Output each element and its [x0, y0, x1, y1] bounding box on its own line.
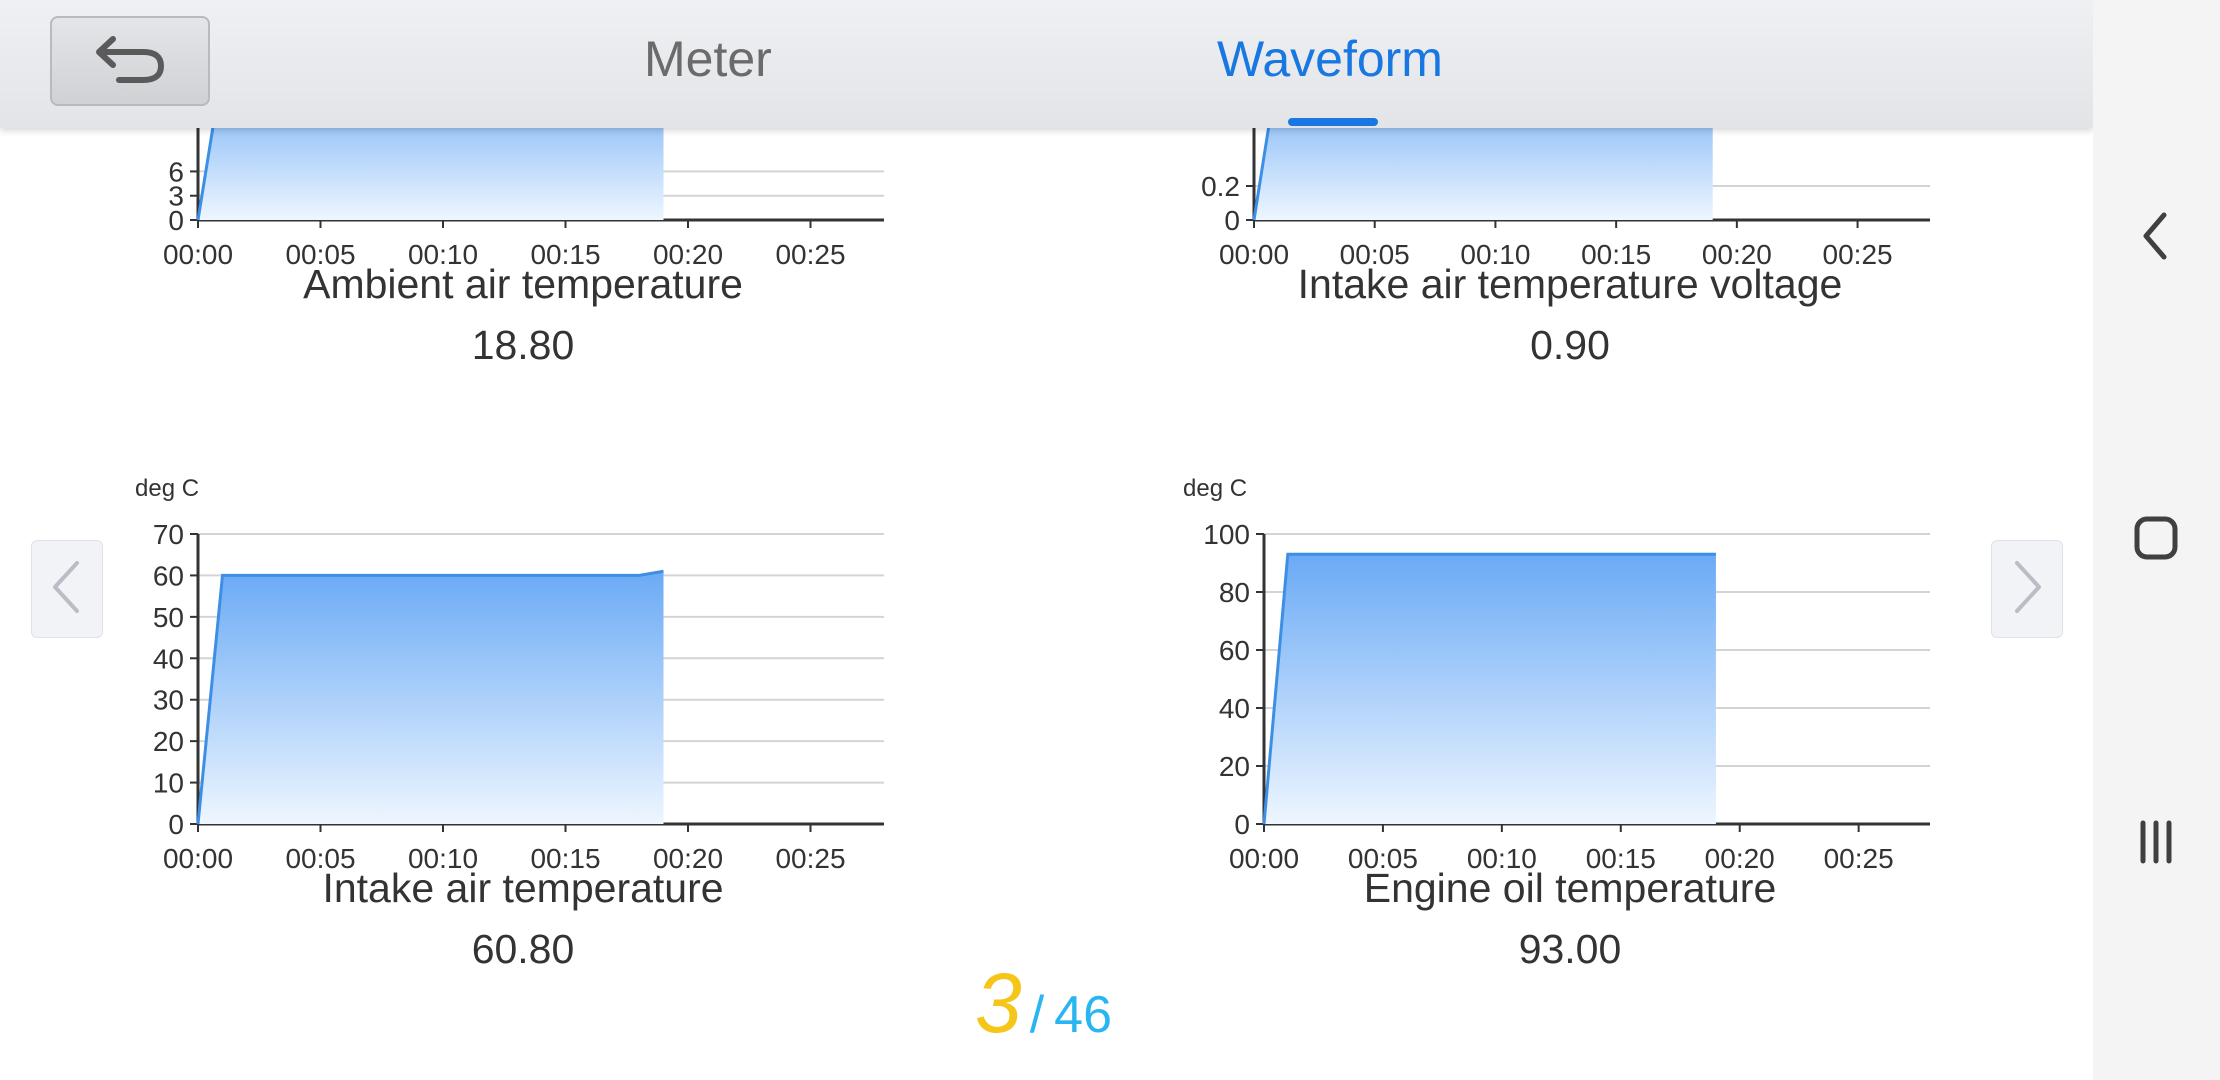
x-tick-label: 00:20: [1705, 843, 1775, 874]
x-tick-label: 00:25: [775, 843, 845, 874]
tab-meter[interactable]: Meter: [644, 31, 772, 87]
total-page-count: 46: [1054, 986, 1113, 1044]
x-tick-label: 00:20: [1702, 239, 1772, 270]
app-screen: 0 3 6 00:00 00:05 00:10 00:15 00:20 00:25 0 0.2 00:…: [0, 0, 2093, 1052]
chart-title: Intake air temperature voltage: [1297, 261, 1843, 307]
x-tick-label: 00:20: [653, 239, 723, 270]
x-tick-label: 00:05: [1340, 239, 1410, 270]
active-tab-indicator: [1288, 118, 1378, 126]
y-tick-label: 50: [153, 602, 184, 633]
unit-label: deg C: [135, 475, 199, 502]
chart-title: Intake air temperature: [322, 865, 724, 911]
y-tick-label: 0: [168, 809, 184, 840]
y-tick-label: 20: [1219, 751, 1250, 782]
nav-home-icon: [2131, 513, 2181, 568]
chart-title: Engine oil temperature: [1363, 865, 1777, 911]
y-tick-label: 3: [168, 181, 184, 212]
y-tick-label: 6: [168, 156, 184, 187]
y-tick-label: 100: [1203, 519, 1250, 550]
page-separator: /: [1029, 986, 1045, 1044]
y-tick-label: 0.2: [1201, 171, 1240, 202]
y-tick-label: 10: [153, 768, 184, 799]
x-tick-label: 00:00: [1219, 239, 1289, 270]
series-area: [198, 571, 664, 824]
chevron-right-icon: [2007, 557, 2047, 622]
x-tick-label: 00:00: [163, 239, 233, 270]
x-tick-label: 00:00: [163, 843, 233, 874]
header-bar: Meter Waveform: [0, 0, 2093, 128]
current-page-number: 3: [975, 956, 1022, 1050]
x-tick-label: 00:10: [1460, 239, 1530, 270]
x-tick-label: 00:15: [530, 843, 600, 874]
x-tick-label: 00:20: [653, 843, 723, 874]
series-line: [196, 569, 664, 825]
x-tick-label: 00:05: [285, 843, 355, 874]
y-tick-label: 60: [153, 560, 184, 591]
back-button[interactable]: [50, 16, 210, 106]
x-tick-label: 00:25: [775, 239, 845, 270]
series-line: [1262, 552, 1716, 825]
page-indicator: 3/46: [975, 955, 1112, 1052]
nav-recents-icon: [2131, 817, 2181, 872]
x-tick-label: 00:10: [408, 239, 478, 270]
chart-value: 0.90: [1530, 322, 1610, 368]
x-tick-label: 00:05: [1348, 843, 1418, 874]
series-area: [1264, 554, 1716, 824]
x-tick-label: 00:15: [1581, 239, 1651, 270]
y-tick-label: 0: [1224, 205, 1240, 236]
x-tick-label: 00:25: [1824, 843, 1894, 874]
system-navigation-bar: [2093, 0, 2220, 1080]
y-tick-label: 30: [153, 685, 184, 716]
y-tick-label: 60: [1219, 635, 1250, 666]
nav-recents-button[interactable]: [2123, 811, 2189, 877]
chart-value: 18.80: [471, 322, 575, 368]
chevron-left-icon: [47, 557, 87, 622]
x-tick-label: 00:15: [530, 239, 600, 270]
chart-title: Ambient air temperature: [303, 261, 743, 307]
x-tick-label: 00:10: [1467, 843, 1537, 874]
x-tick-label: 00:05: [285, 239, 355, 270]
y-tick-label: 70: [153, 519, 184, 550]
chart-value: 93.00: [1518, 926, 1622, 972]
y-tick-label: 20: [153, 726, 184, 757]
y-tick-label: 0: [1234, 809, 1250, 840]
back-arrow-icon: [91, 33, 169, 90]
next-page-button[interactable]: [1991, 540, 2063, 638]
nav-home-button[interactable]: [2123, 507, 2189, 573]
x-tick-label: 00:15: [1586, 843, 1656, 874]
previous-page-button[interactable]: [31, 540, 103, 638]
x-tick-label: 00:00: [1229, 843, 1299, 874]
chart-3: 0 10 20 30 40 50 60 70 00:00 00:05 00:10 00:15 00:20…: [135, 475, 884, 874]
y-tick-label: 80: [1219, 577, 1250, 608]
y-tick-label: 0: [168, 205, 184, 236]
chart-value: 60.80: [471, 926, 575, 972]
nav-back-icon: [2136, 209, 2176, 268]
y-tick-label: 40: [1219, 693, 1250, 724]
unit-label: deg C: [1183, 475, 1247, 502]
x-tick-label: 00:10: [408, 843, 478, 874]
chart-4: 0 20 40 60 80 100 00:00 00:05 00:10 00:15 00:20 00:…: [1183, 475, 1930, 874]
nav-back-button[interactable]: [2123, 205, 2189, 271]
chart-grid: 0 3 6 00:00 00:05 00:10 00:15 00:20 00:25 0 0.2 00:…: [135, 40, 1930, 972]
x-tick-label: 00:25: [1823, 239, 1893, 270]
tab-waveform[interactable]: Waveform: [1217, 31, 1443, 87]
y-tick-label: 40: [153, 643, 184, 674]
